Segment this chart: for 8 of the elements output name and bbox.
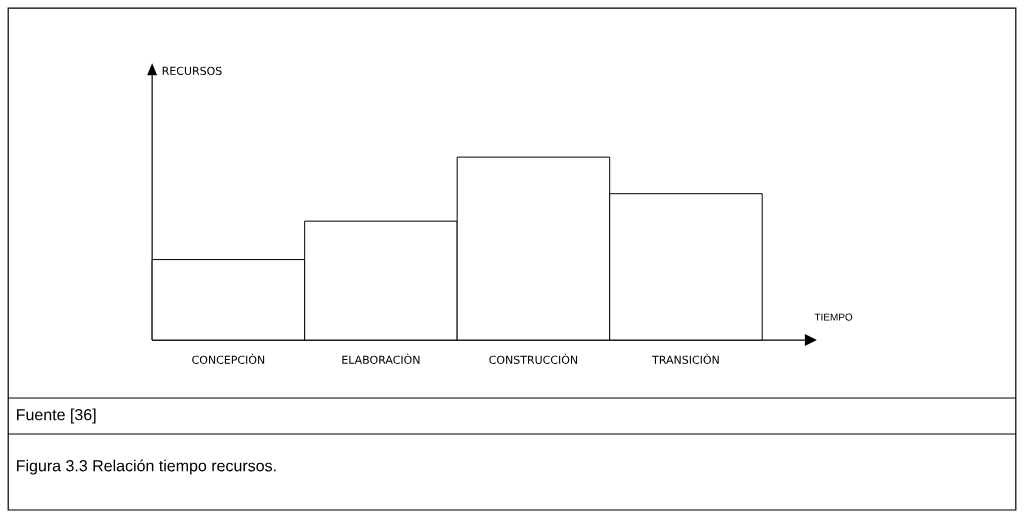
text: Figura 3.3 Relación tiempo recursos.: [17, 459, 276, 475]
text: RECURSOS: [162, 66, 222, 75]
x-tick-label: TRANSICIÒN: [652, 353, 719, 364]
source-note: Fuente [36]: [17, 408, 96, 424]
x-tick-label: CONSTRUCCIÒN: [489, 353, 578, 364]
x-tick-label: CONCEPCIÒN: [192, 353, 265, 364]
x-tick-label: ELABORACIÒN: [342, 353, 420, 364]
x-axis-title: TIEMPO: [814, 313, 853, 321]
